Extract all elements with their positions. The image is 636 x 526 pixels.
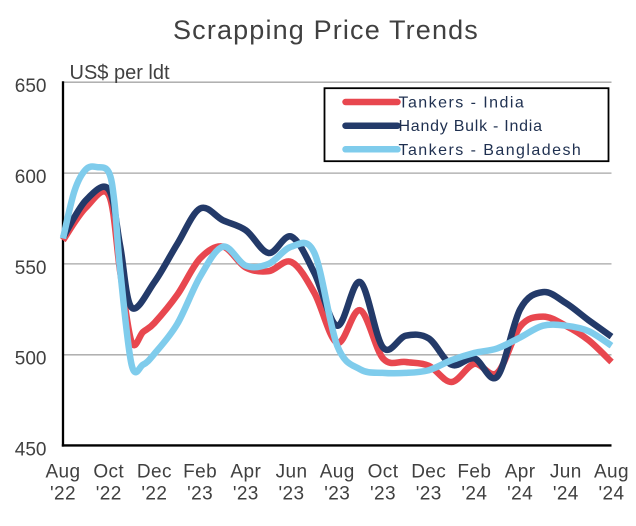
svg-text:'23: '23 <box>324 483 350 504</box>
svg-text:'22: '22 <box>141 483 167 504</box>
svg-text:Tankers - Bangladesh: Tankers - Bangladesh <box>399 142 583 159</box>
svg-text:'22: '22 <box>50 483 76 504</box>
svg-text:Oct: Oct <box>93 461 124 482</box>
svg-text:Handy Bulk - India: Handy Bulk - India <box>399 118 543 135</box>
svg-text:Aug: Aug <box>320 461 355 482</box>
svg-text:450: 450 <box>15 439 47 460</box>
svg-text:Oct: Oct <box>368 461 399 482</box>
svg-text:Jun: Jun <box>276 461 308 482</box>
svg-text:600: 600 <box>15 167 47 188</box>
svg-text:'23: '23 <box>233 483 259 504</box>
svg-text:'23: '23 <box>370 483 396 504</box>
svg-text:Scrapping Price Trends: Scrapping Price Trends <box>173 15 479 45</box>
svg-text:Aug: Aug <box>45 461 80 482</box>
svg-text:650: 650 <box>15 76 47 97</box>
svg-text:Tankers - India: Tankers - India <box>399 95 526 112</box>
svg-text:'23: '23 <box>416 483 442 504</box>
svg-text:500: 500 <box>15 349 47 370</box>
svg-text:Feb: Feb <box>183 461 217 482</box>
svg-text:'22: '22 <box>96 483 122 504</box>
svg-text:'24: '24 <box>507 483 533 504</box>
svg-text:Dec: Dec <box>411 461 446 482</box>
svg-text:US$ per ldt: US$ per ldt <box>70 62 170 84</box>
svg-text:Aug: Aug <box>594 461 629 482</box>
svg-text:Apr: Apr <box>505 461 536 482</box>
svg-text:Apr: Apr <box>230 461 261 482</box>
svg-text:Jun: Jun <box>550 461 582 482</box>
svg-text:'23: '23 <box>279 483 305 504</box>
svg-text:Feb: Feb <box>457 461 491 482</box>
svg-text:550: 550 <box>15 258 47 279</box>
svg-text:'24: '24 <box>599 483 625 504</box>
svg-text:'24: '24 <box>461 483 487 504</box>
svg-text:Dec: Dec <box>137 461 172 482</box>
svg-text:'23: '23 <box>187 483 213 504</box>
svg-text:'24: '24 <box>553 483 579 504</box>
